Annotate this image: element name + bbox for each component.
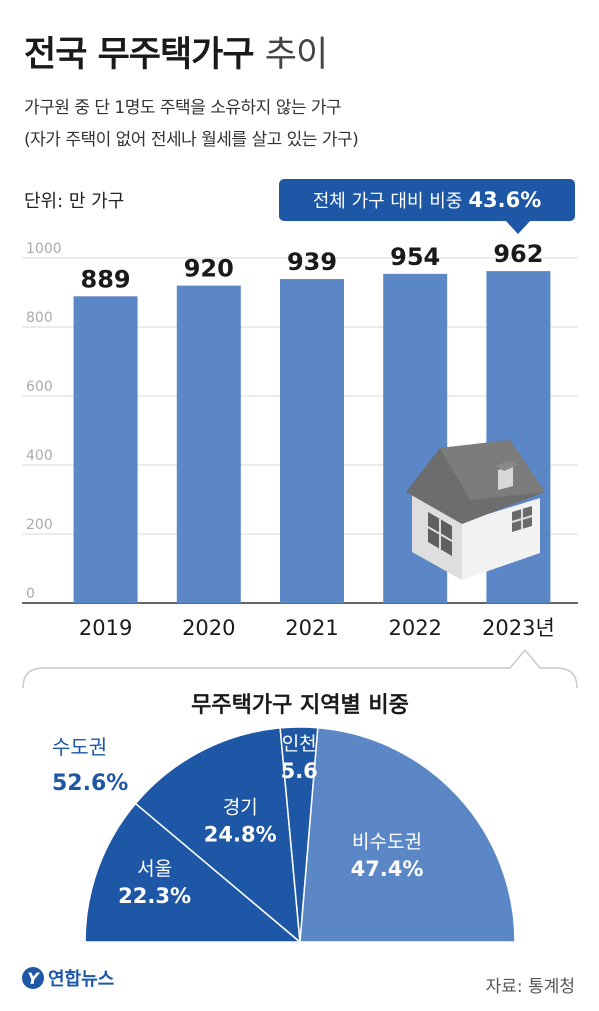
x-tick-label: 2021 bbox=[285, 616, 338, 640]
pie-slice-name: 서울 bbox=[137, 858, 172, 880]
pie-slice-value: 5.6 bbox=[281, 759, 318, 783]
pie-slice bbox=[84, 802, 303, 943]
callout-value: 43.6% bbox=[468, 188, 542, 212]
pie-slice-value: 22.3% bbox=[118, 884, 191, 908]
pie-slice-name: 비수도권 bbox=[352, 831, 422, 853]
subtitle-line-2: (자가 주택이 없어 전세나 월세를 살고 있는 가구) bbox=[24, 130, 359, 150]
group-label: 수도권 bbox=[52, 735, 107, 759]
bar bbox=[176, 285, 241, 603]
pie-series bbox=[84, 726, 516, 944]
bar-value-label: 920 bbox=[184, 255, 234, 283]
x-tick-label: 2023년 bbox=[482, 616, 555, 640]
pie-slice-name: 경기 bbox=[223, 797, 258, 819]
x-tick-label: 2020 bbox=[182, 616, 235, 640]
y-tick-label: 200 bbox=[26, 517, 53, 533]
bar-value-label: 954 bbox=[390, 243, 440, 271]
source-label: 자료: 통계청 bbox=[485, 977, 575, 997]
pie-slice bbox=[134, 727, 301, 944]
x-tick-label: 2022 bbox=[388, 616, 441, 640]
pie-labels: 서울 22.3% 경기 24.8% 인천 5.6 비수도권 47.4% bbox=[118, 733, 423, 908]
subtitle-line-1: 가구원 중 단 1명도 주택을 소유하지 않는 가구 bbox=[24, 98, 342, 118]
page-title: 전국 무주택가구 추이 bbox=[24, 26, 328, 77]
pie-slice-value: 47.4% bbox=[351, 857, 424, 881]
pie-title: 무주택가구 지역별 비중 bbox=[191, 693, 409, 718]
y-tick-label: 600 bbox=[26, 379, 53, 395]
x-axis-labels: 2019 2020 2021 2022 2023년 bbox=[79, 616, 555, 640]
y-tick-label: 400 bbox=[26, 448, 53, 464]
yonhap-logo-mark-icon: Y bbox=[22, 967, 44, 989]
logo-text: 연합뉴스 bbox=[48, 969, 115, 990]
section-bracket bbox=[22, 648, 578, 689]
bar bbox=[73, 296, 138, 603]
bar-value-label: 939 bbox=[287, 248, 337, 276]
title-light: 추이 bbox=[264, 35, 328, 75]
bar bbox=[280, 279, 344, 603]
bar-value-label: 962 bbox=[493, 240, 543, 268]
y-tick-label: 1000 bbox=[26, 241, 62, 257]
pie-slice-name: 인천 bbox=[282, 733, 317, 755]
bar-value-label: 889 bbox=[81, 265, 131, 293]
pie-slice bbox=[299, 726, 516, 943]
pie-slice-value: 24.8% bbox=[204, 823, 277, 847]
house-illustration-icon bbox=[406, 440, 545, 580]
x-tick-label: 2019 bbox=[79, 616, 132, 640]
title-bold: 전국 무주택가구 bbox=[24, 35, 255, 75]
y-tick-label: 0 bbox=[26, 586, 35, 602]
group-value: 52.6% bbox=[52, 771, 128, 796]
share-callout: 전체 가구 대비 비중 43.6% bbox=[279, 179, 575, 234]
callout-label: 전체 가구 대비 비중 bbox=[312, 191, 463, 212]
unit-label: 단위: 만 가구 bbox=[24, 191, 125, 212]
y-tick-label: 800 bbox=[26, 310, 53, 326]
yonhap-logo: Y 연합뉴스 bbox=[22, 965, 114, 991]
